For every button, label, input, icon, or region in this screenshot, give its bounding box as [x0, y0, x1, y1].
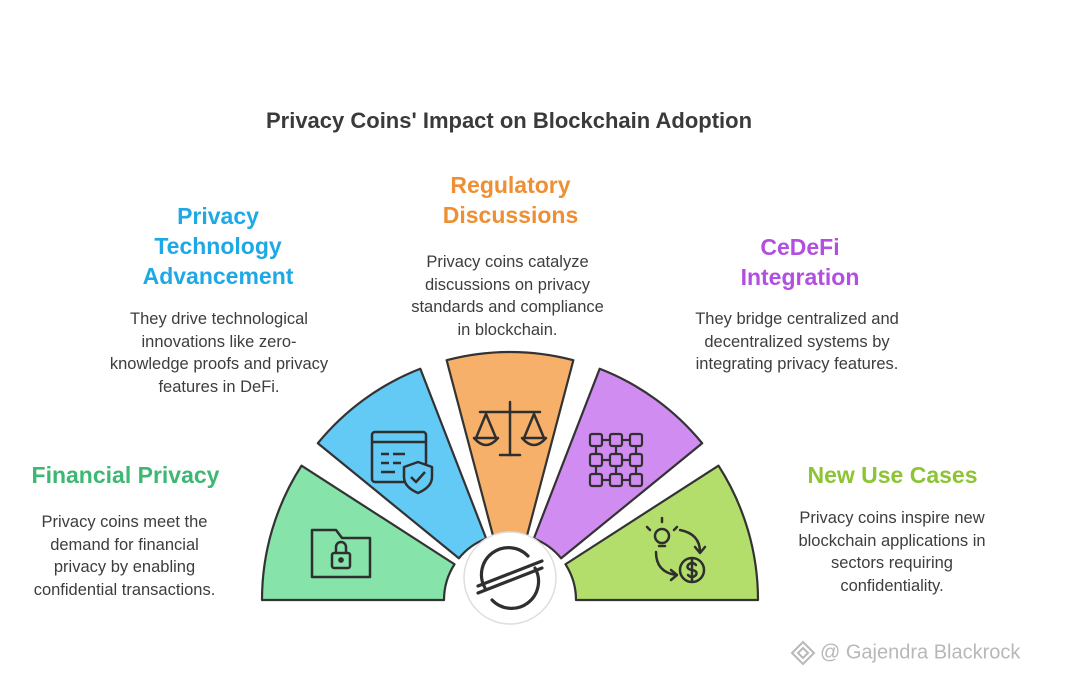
scales-icon — [472, 400, 548, 457]
idea-money-cycle-icon — [645, 516, 707, 584]
shield-document-icon — [370, 430, 434, 495]
heading-cedefi: CeDeFi Integration — [740, 234, 860, 290]
description-privacy-technology: They drive technological innovations lik… — [109, 310, 329, 396]
heading-regulatory: Regulatory Discussions — [442, 172, 579, 228]
heading-financial-privacy: Financial Privacy — [31, 462, 220, 488]
brand-diamond-icon — [790, 640, 816, 666]
description-new-use-cases: Privacy coins inspire new blockchain app… — [798, 509, 986, 595]
page-title: Privacy Coins' Impact on Blockchain Adop… — [265, 108, 753, 133]
description-financial-privacy: Privacy coins meet the demand for financ… — [33, 513, 216, 599]
network-grid-icon — [588, 432, 644, 488]
stellar-logo-icon — [463, 531, 557, 625]
description-cedefi: They bridge centralized and decentralize… — [695, 310, 899, 373]
grid-node — [628, 472, 644, 488]
locked-folder-icon — [310, 528, 372, 579]
segment-new-use-cases — [564, 464, 760, 602]
heading-privacy-technology: Privacy Technology Advancement — [142, 203, 294, 289]
segment-cedefi — [532, 367, 704, 560]
segment-financial-privacy — [260, 464, 456, 602]
segment-privacy-technology — [316, 367, 488, 560]
description-regulatory: Privacy coins catalyze discussions on pr… — [411, 253, 604, 339]
heading-new-use-cases: New Use Cases — [807, 462, 978, 488]
watermark: @ Gajendra Blackrock — [790, 640, 1020, 666]
watermark-text: @ Gajendra Blackrock — [820, 641, 1021, 664]
fan-icons — [310, 400, 707, 625]
